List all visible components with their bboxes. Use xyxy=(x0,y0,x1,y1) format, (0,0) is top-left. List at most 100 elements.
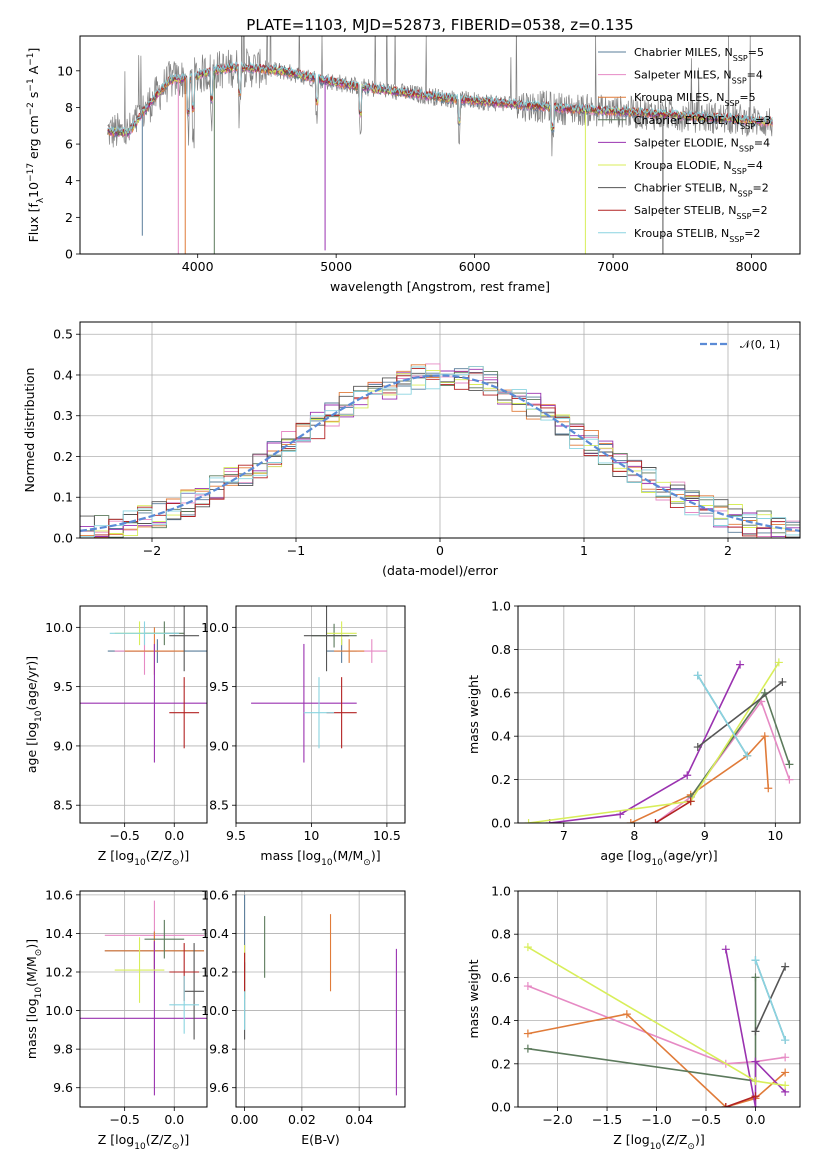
spectrum-xlabel: wavelength [Angstrom, rest frame] xyxy=(330,279,550,294)
panel-age-vs-Z: −0.5 0.0 8.5 9.0 9.5 10.0 Z [log10(Z/Z⊙)] age [… xyxy=(24,605,208,868)
legend-label-3: Chabrier ELODIE, NSSP=3 xyxy=(634,114,771,131)
mass-vs-Z-xlabel: Z [log10(Z/Z⊙)] xyxy=(98,1132,189,1152)
mass-vs-Z-ytick-label: 10.4 xyxy=(45,926,73,941)
mass-weight-vs-Z-point-8-0 xyxy=(751,956,760,965)
mass-weight-vs-age-series-8 xyxy=(697,674,748,757)
mass-weight-vs-Z-series-7 xyxy=(725,1095,756,1107)
residuals-xtick-label: −2 xyxy=(143,543,161,558)
mass-weight-vs-age-point-3-2 xyxy=(785,760,794,769)
mass-vs-ebv-plot-area xyxy=(244,894,397,1096)
legend-label-2: Kroupa MILES, NSSP=5 xyxy=(634,91,756,108)
residuals-ylabel: Normed distribution xyxy=(22,368,37,493)
mass-vs-Z-ytick-label: 10.6 xyxy=(45,887,73,902)
mass-vs-ebv-frame xyxy=(235,890,406,1108)
mass-weight-vs-age-point-6-0 xyxy=(693,743,702,752)
mass-weight-vs-Z-series-1 xyxy=(527,985,786,1065)
age-vs-Z-ytick-label: 8.5 xyxy=(53,798,73,813)
mass-weight-vs-Z-point-3-2 xyxy=(751,973,760,982)
mass-weight-vs-Z-ytick-label: 0.4 xyxy=(491,1013,511,1028)
residuals-xtick-label: −1 xyxy=(287,543,305,558)
mass-weight-vs-Z-point-5-2 xyxy=(781,1081,790,1090)
panel-mass-weight-vs-Z: −2.0 −1.5 −1.0 −0.5 0.0 0.0 0.2 0.4 0.6 0.8 1.0 Z [… xyxy=(466,884,801,1152)
mass-weight-vs-Z-point-5-1 xyxy=(751,1077,760,1086)
panel-mass-weight-vs-age: 7 8 9 10 0.0 0.2 0.4 0.6 0.8 1.0 age [log10(age/yr… xyxy=(466,599,801,868)
residual-legend-label: 𝒩(0, 1) xyxy=(740,338,780,351)
mass-weight-vs-age-point-7-0 xyxy=(651,819,660,823)
mass-vs-Z-ticks: −0.5 0.0 9.6 9.8 10.0 10.2 10.4 10.6 xyxy=(45,887,184,1127)
spectrum-ytick-label: 0 xyxy=(65,247,73,262)
residuals-xtick-label: 0 xyxy=(436,543,444,558)
age-vs-Z-ytick-label: 9.5 xyxy=(53,679,73,694)
legend-label-0: Chabrier MILES, NSSP=5 xyxy=(634,46,764,63)
mass-weight-vs-age-series-6 xyxy=(697,681,783,748)
spectrum-ytick-label: 10 xyxy=(57,63,73,78)
residuals-plot-area xyxy=(80,363,800,538)
residuals-xlabel: (data-model)/error xyxy=(382,563,499,578)
age-vs-Z-ytick-label: 9.0 xyxy=(53,738,73,753)
mass-vs-ebv-ytick-label: 9.6 xyxy=(209,1080,229,1095)
spectrum-plot-area xyxy=(107,36,773,254)
mass-vs-Z-ytick-label: 9.8 xyxy=(53,1042,73,1057)
mass-weight-vs-age-frame xyxy=(517,605,801,824)
spectrum-ytick-label: 4 xyxy=(65,173,73,188)
mass-vs-ebv-ytick-label: 10.0 xyxy=(201,1003,229,1018)
residuals-ytick-label: 0.4 xyxy=(53,367,73,382)
mass-vs-Z-ytick-label: 10.0 xyxy=(45,1003,73,1018)
mass-weight-vs-Z-point-3-0 xyxy=(523,1044,532,1053)
age-vs-mass-xtick-label: 10 xyxy=(303,828,319,843)
spectrum-model-8 xyxy=(107,60,773,134)
mass-vs-ebv-ytick-label: 10.6 xyxy=(201,887,229,902)
mass-weight-vs-age-point-2-0 xyxy=(626,819,635,823)
spectrum-xtick-label: 4000 xyxy=(182,259,214,274)
mass-vs-Z-grid xyxy=(80,891,207,1107)
mass-weight-vs-age-point-8-0 xyxy=(693,671,702,680)
residuals-ytick-label: 0.2 xyxy=(53,449,73,464)
mass-weight-vs-Z-xtick-label: −2.0 xyxy=(542,1112,572,1127)
mass-weight-vs-Z-point-2-1 xyxy=(622,1010,631,1019)
mass-weight-vs-age-point-1-3 xyxy=(785,775,794,784)
age-vs-Z-xlabel: Z [log10(Z/Z⊙)] xyxy=(98,848,189,868)
mass-weight-vs-age-point-2-4 xyxy=(764,784,773,793)
mass-weight-vs-Z-series-3 xyxy=(527,977,757,1083)
age-vs-Z-grid xyxy=(80,606,207,823)
mass-weight-vs-Z-ylabel: mass weight xyxy=(466,959,481,1038)
spectrum-ytick-label: 8 xyxy=(65,100,73,115)
mass-weight-vs-age-point-4-1 xyxy=(616,810,625,819)
mass-vs-ebv-xtick-label: 0.04 xyxy=(345,1112,373,1127)
age-vs-Z-xtick-label: 0.0 xyxy=(164,828,184,843)
age-vs-mass-ytick-label: 8.5 xyxy=(209,798,229,813)
mass-weight-vs-age-xlabel: age [log10(age/yr)] xyxy=(600,848,717,868)
spectrum-frame xyxy=(79,35,801,255)
age-vs-Z-frame xyxy=(79,605,208,824)
mass-weight-vs-age-point-2-3 xyxy=(760,732,769,741)
mass-weight-vs-Z-ytick-label: 1.0 xyxy=(491,884,511,899)
mass-weight-vs-Z-point-7-0 xyxy=(721,1103,730,1107)
residuals-frame xyxy=(79,321,801,539)
spectrum-model-7 xyxy=(107,62,773,134)
mass-weight-vs-age-plot-area xyxy=(524,658,794,823)
mass-weight-vs-Z-series-2 xyxy=(527,1013,786,1107)
mass-weight-vs-Z-point-6-0 xyxy=(751,1027,760,1036)
mass-weight-vs-Z-point-6-1 xyxy=(781,962,790,971)
spectrum-xtick-label: 5000 xyxy=(320,259,352,274)
age-vs-mass-ytick-label: 10.0 xyxy=(201,620,229,635)
mass-weight-vs-age-series-7 xyxy=(655,800,692,823)
mass-weight-vs-Z-xtick-label: 0.0 xyxy=(746,1112,766,1127)
mass-vs-ebv-ytick-label: 10.4 xyxy=(201,926,229,941)
mass-weight-vs-age-xtick-label: 8 xyxy=(630,828,638,843)
spectrum-data-line xyxy=(107,36,773,157)
mass-weight-vs-Z-frame xyxy=(517,890,801,1108)
panel-residuals: −2 −1 0 1 2 0.0 0.1 0.2 0.3 0.4 0.5 (data-model)/er… xyxy=(22,321,801,578)
mass-weight-vs-Z-ticks: −2.0 −1.5 −1.0 −0.5 0.0 0.0 0.2 0.4 0.6 0.8 1.0 xyxy=(491,884,765,1128)
mass-vs-Z-xtick-label: 0.0 xyxy=(164,1112,184,1127)
mass-weight-vs-age-ytick-label: 0.6 xyxy=(491,685,511,700)
legend-label-5: Kroupa ELODIE, NSSP=4 xyxy=(634,159,763,176)
mass-vs-ebv-xtick-label: 0.02 xyxy=(288,1112,316,1127)
panel-age-vs-mass: 9.5 10 10.5 8.5 9.0 9.5 10.0 mass [log10(M/M⊙)] xyxy=(201,605,406,868)
mass-weight-vs-age-xtick-label: 7 xyxy=(560,828,568,843)
mass-weight-vs-age-xtick-label: 10 xyxy=(767,828,783,843)
mass-weight-vs-age-point-8-1 xyxy=(743,751,752,760)
legend-label-7: Salpeter STELIB, NSSP=2 xyxy=(634,204,768,221)
mass-weight-vs-age-point-5-2 xyxy=(774,658,783,667)
